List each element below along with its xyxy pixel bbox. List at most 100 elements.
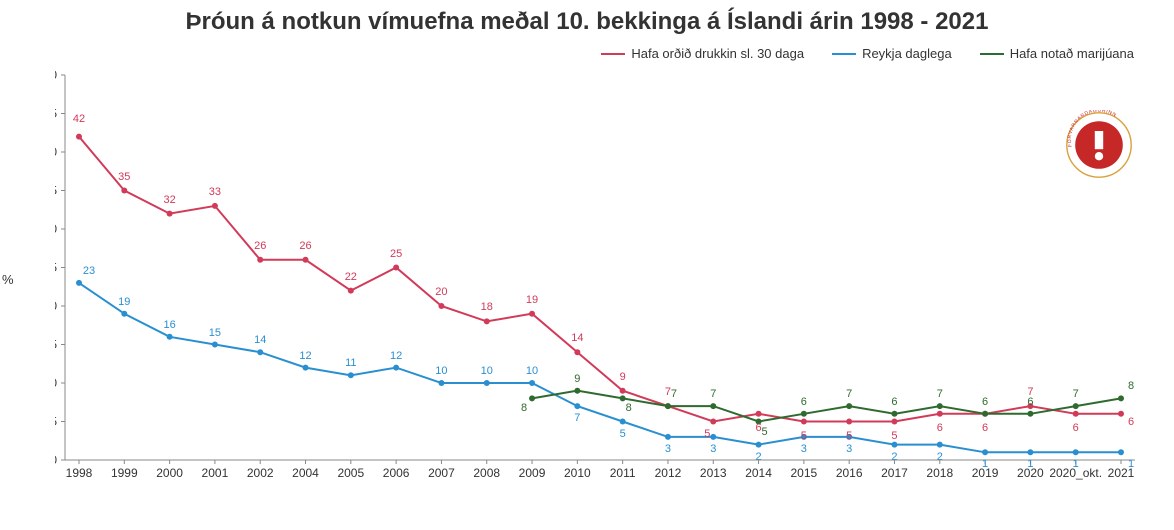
svg-text:0: 0: [55, 453, 57, 467]
marker-drunk: [574, 349, 580, 355]
x-tick-label: 2001: [202, 466, 229, 480]
data-label-marijuana: 8: [521, 402, 527, 414]
data-label-smoke: 3: [710, 443, 716, 455]
marker-smoke: [212, 342, 218, 348]
marker-smoke: [574, 403, 580, 409]
data-label-drunk: 26: [299, 240, 311, 252]
legend-item-marijuana: Hafa notað marijúana: [980, 46, 1134, 61]
svg-text:35: 35: [55, 184, 57, 198]
data-label-drunk: 6: [982, 422, 988, 434]
data-label-drunk: 19: [526, 294, 538, 306]
data-label-drunk: 22: [345, 271, 357, 283]
data-label-drunk: 5: [891, 430, 897, 442]
data-label-smoke: 3: [665, 443, 671, 455]
marker-drunk: [257, 257, 263, 263]
marker-smoke: [484, 380, 490, 386]
data-label-drunk: 26: [254, 240, 266, 252]
data-label-drunk: 14: [571, 332, 583, 344]
data-label-smoke: 2: [756, 451, 762, 463]
data-label-smoke: 19: [118, 296, 130, 308]
marker-drunk: [348, 288, 354, 294]
x-tick-label: 2007: [428, 466, 455, 480]
x-tick-label: 2010: [564, 466, 591, 480]
data-label-drunk: 33: [209, 186, 221, 198]
data-label-smoke: 3: [846, 443, 852, 455]
x-tick-label: 2018: [926, 466, 953, 480]
svg-text:25: 25: [55, 261, 57, 275]
marker-drunk: [1118, 411, 1124, 417]
marker-drunk: [1073, 411, 1079, 417]
data-label-smoke: 7: [574, 412, 580, 424]
marker-marijuana: [529, 395, 535, 401]
x-tick-label: 2013: [700, 466, 727, 480]
logo-forvarnardagurinn: FORVARNARDAGURINN: [1064, 110, 1134, 180]
marker-drunk: [891, 419, 897, 425]
legend-item-smoke: Reykja daglega: [832, 46, 952, 61]
data-label-smoke: 10: [435, 365, 447, 377]
x-tick-label: 2012: [655, 466, 682, 480]
marker-smoke: [438, 380, 444, 386]
data-label-drunk: 6: [1128, 416, 1134, 428]
marker-drunk: [529, 311, 535, 317]
data-label-smoke: 10: [526, 365, 538, 377]
data-label-smoke: 14: [254, 334, 266, 346]
marker-smoke: [1118, 449, 1124, 455]
data-label-smoke: 1: [1027, 458, 1033, 470]
data-label-marijuana: 7: [846, 388, 852, 400]
data-label-marijuana: 5: [762, 426, 768, 438]
data-label-smoke: 2: [937, 451, 943, 463]
marker-smoke: [76, 280, 82, 286]
svg-text:40: 40: [55, 145, 57, 159]
x-tick-label: 2015: [791, 466, 818, 480]
marker-drunk: [393, 265, 399, 271]
marker-drunk: [76, 134, 82, 140]
marker-marijuana: [891, 411, 897, 417]
marker-drunk: [303, 257, 309, 263]
data-label-smoke: 15: [209, 327, 221, 339]
svg-text:5: 5: [55, 415, 57, 429]
x-tick-label: 1998: [66, 466, 93, 480]
marker-marijuana: [1118, 395, 1124, 401]
legend-swatch-drunk: [601, 53, 625, 55]
data-label-smoke: 1: [982, 458, 988, 470]
marker-marijuana: [846, 403, 852, 409]
x-tick-label: 2009: [519, 466, 546, 480]
data-label-smoke: 1: [1073, 458, 1079, 470]
marker-marijuana: [1073, 403, 1079, 409]
marker-marijuana: [574, 388, 580, 394]
legend-swatch-smoke: [832, 53, 856, 55]
marker-smoke: [529, 380, 535, 386]
marker-smoke: [303, 365, 309, 371]
data-label-smoke: 3: [801, 443, 807, 455]
marker-marijuana: [982, 411, 988, 417]
x-tick-label: 2000: [156, 466, 183, 480]
data-label-smoke: 2: [891, 451, 897, 463]
svg-text:20: 20: [55, 299, 57, 313]
marker-smoke: [121, 311, 127, 317]
data-label-drunk: 42: [73, 113, 85, 125]
legend-swatch-marijuana: [980, 53, 1004, 55]
chart-title: Þróun á notkun vímuefna meðal 10. bekkin…: [0, 8, 1174, 36]
svg-text:10: 10: [55, 376, 57, 390]
marker-drunk: [438, 303, 444, 309]
marker-smoke: [1073, 449, 1079, 455]
data-label-smoke: 11: [345, 357, 356, 369]
marker-smoke: [891, 442, 897, 448]
data-label-drunk: 5: [846, 430, 852, 442]
marker-drunk: [484, 318, 490, 324]
data-label-smoke: 23: [83, 265, 95, 277]
data-label-marijuana: 8: [626, 402, 632, 414]
data-label-smoke: 10: [481, 365, 493, 377]
marker-marijuana: [620, 395, 626, 401]
legend-label-drunk: Hafa orðið drukkin sl. 30 daga: [631, 46, 804, 61]
svg-text:45: 45: [55, 107, 57, 121]
marker-marijuana: [665, 403, 671, 409]
marker-drunk: [937, 411, 943, 417]
legend-label-marijuana: Hafa notað marijúana: [1010, 46, 1134, 61]
marker-drunk: [756, 411, 762, 417]
data-label-smoke: 5: [620, 428, 626, 440]
marker-drunk: [846, 419, 852, 425]
legend-item-drunk: Hafa orðið drukkin sl. 30 daga: [601, 46, 804, 61]
data-label-marijuana: 7: [671, 388, 677, 400]
data-label-drunk: 5: [704, 428, 710, 440]
